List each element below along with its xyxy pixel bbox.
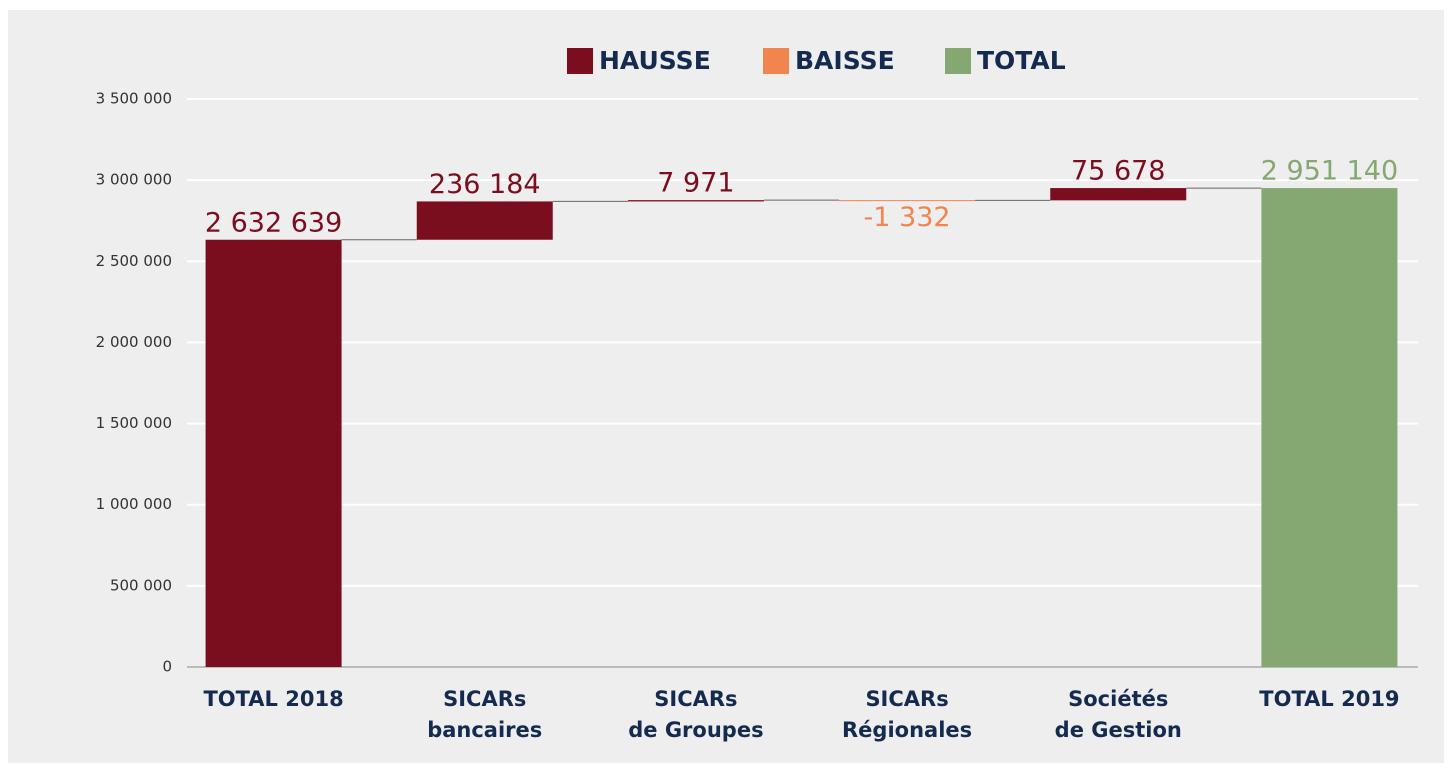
y-tick-label: 500 000 xyxy=(110,576,172,594)
x-tick-label: SICARs xyxy=(443,687,526,711)
y-tick-label: 3 000 000 xyxy=(96,171,172,189)
x-tick-label: TOTAL 2018 xyxy=(203,687,343,711)
x-tick-label: SICARs xyxy=(654,687,737,711)
y-tick-label: 2 000 000 xyxy=(96,333,172,351)
legend-swatch xyxy=(945,48,971,74)
y-tick-label: 2 500 000 xyxy=(96,252,172,270)
data-label: 236 184 xyxy=(429,169,541,200)
y-tick-label: 0 xyxy=(162,658,172,676)
data-label: 2 632 639 xyxy=(205,207,342,238)
bar xyxy=(1261,188,1398,667)
data-label: 2 951 140 xyxy=(1261,156,1398,187)
x-tick-label: Sociétés xyxy=(1068,687,1168,711)
x-tick-label: de Gestion xyxy=(1055,718,1182,742)
data-label: 75 678 xyxy=(1071,156,1165,187)
legend-label: TOTAL xyxy=(977,46,1066,75)
bar xyxy=(416,201,553,240)
x-tick-label: Régionales xyxy=(842,718,972,742)
data-label: 7 971 xyxy=(657,168,734,199)
y-tick-label: 1 000 000 xyxy=(96,495,172,513)
legend-label: HAUSSE xyxy=(599,46,711,75)
bar xyxy=(839,200,976,202)
x-tick-label: bancaires xyxy=(427,718,542,742)
bar xyxy=(205,239,342,667)
data-label: -1 332 xyxy=(864,202,951,233)
bar xyxy=(627,200,764,202)
x-tick-label: TOTAL 2019 xyxy=(1259,687,1399,711)
bar xyxy=(1050,188,1187,201)
x-tick-label: SICARs xyxy=(865,687,948,711)
y-tick-label: 1 500 000 xyxy=(96,414,172,432)
y-tick-label: 3 500 000 xyxy=(96,90,172,108)
x-tick-label: de Groupes xyxy=(628,718,763,742)
legend-label: BAISSE xyxy=(795,46,895,75)
legend-swatch xyxy=(763,48,789,74)
legend-swatch xyxy=(567,48,593,74)
